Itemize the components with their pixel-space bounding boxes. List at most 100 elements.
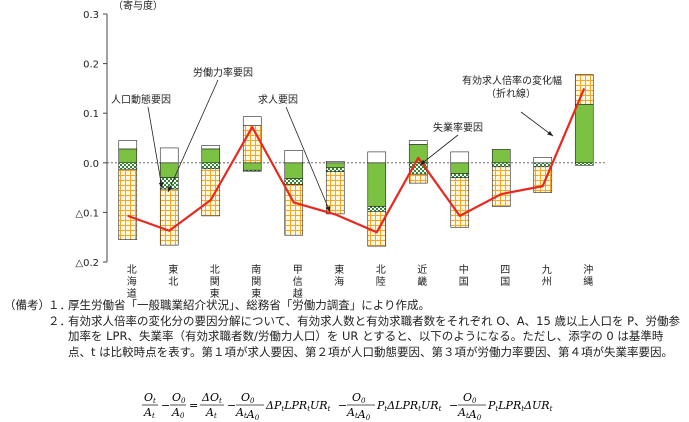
bar-segment — [325, 167, 345, 173]
note-number: ２． — [48, 313, 71, 328]
annotation-label: 人口動態要因 — [111, 93, 171, 106]
bar-segment — [491, 162, 511, 168]
x-tick-label: 北 — [210, 264, 220, 276]
y-axis-label: （寄与度） — [113, 0, 163, 12]
x-tick-label: 北 — [376, 264, 386, 276]
svg-text:−: − — [161, 399, 170, 412]
x-tick-label: 州 — [542, 276, 552, 288]
bar-segment — [284, 178, 304, 185]
y-tick-label: 0.3 — [83, 10, 99, 21]
note-number: １． — [48, 298, 71, 312]
bar-segment — [242, 116, 262, 126]
x-tick-label: 越 — [293, 287, 303, 298]
annotation-label: 労働力率要因 — [193, 66, 253, 79]
bar-segment — [450, 173, 470, 178]
annotation-arrow — [147, 106, 163, 189]
bar-segment — [201, 162, 221, 170]
annotation-arrowhead — [420, 159, 426, 165]
annotation-label: 求人要因 — [258, 94, 298, 106]
bar-segment — [159, 147, 179, 164]
bar-segment — [533, 162, 553, 168]
x-tick-label: 東 — [251, 287, 261, 298]
bar-segment — [201, 168, 221, 217]
bar-segment — [325, 161, 345, 164]
annotation-arrow — [285, 106, 331, 213]
annotation-arrowhead — [168, 186, 173, 192]
bar-segment — [242, 162, 262, 171]
x-tick-label: 甲 — [293, 265, 303, 276]
y-tick-label: 0.2 — [83, 60, 99, 71]
bar-segment — [574, 103, 594, 164]
bar-segment — [533, 157, 553, 164]
x-tick-label: 道 — [127, 287, 137, 298]
svg-text:ΔPtLPRtURt: ΔPtLPRtURt — [265, 399, 331, 413]
bar-segment — [450, 177, 470, 228]
bar-segment — [118, 168, 138, 240]
line-layer — [127, 87, 586, 234]
annotation-arrowhead — [325, 206, 331, 212]
annotation-label: 有効求人倍率の変化幅 — [462, 74, 562, 87]
bar-segment — [118, 140, 138, 150]
note-row-1: （備考） １． 厚生労働省「一般職業紹介状況」、総務省「労働力調査」により作成。 — [4, 298, 684, 314]
bar-segment — [242, 169, 262, 172]
x-tick-label: 南 — [251, 263, 261, 276]
svg-text:−: − — [338, 399, 347, 412]
y-tick-label: 0.1 — [83, 109, 99, 120]
note-text: 厚生労働省「一般職業紹介状況」、総務省「労働力調査」により作成。 — [68, 298, 431, 312]
axis-layer: 0.30.20.10.0△0.1△0.2（寄与度）北海道東北北関東南関東甲信越東… — [75, 0, 605, 298]
bar-segment — [284, 184, 304, 236]
y-tick-label: 0.0 — [83, 159, 99, 170]
bar-segment — [450, 162, 470, 175]
bar-segment — [408, 140, 428, 145]
x-tick-label: 四 — [500, 265, 510, 276]
bar-segment — [284, 150, 304, 164]
note-row-2: ２． 有効求人倍率の変化分の要因分解について、有効求人数と有効求職者数をそれぞれ… — [4, 314, 684, 361]
notes-head: （備考） — [4, 298, 50, 312]
x-tick-label: 北 — [127, 264, 137, 276]
x-tick-label: 中 — [459, 263, 469, 276]
annotation-arrow — [520, 111, 554, 137]
x-tick-label: 沖 — [583, 263, 593, 276]
bar-segment — [450, 151, 470, 164]
x-tick-label: 海 — [127, 275, 137, 288]
svg-text:O0: O0 — [241, 391, 255, 405]
x-tick-label: 北 — [168, 276, 178, 288]
svg-text:Ot: Ot — [144, 391, 156, 405]
bar-segment — [118, 148, 138, 164]
annotation-arrow — [419, 134, 459, 166]
x-tick-label: 東 — [168, 263, 178, 276]
bars-layer — [118, 74, 594, 247]
x-tick-label: 縄 — [583, 275, 593, 288]
annotation-label: 失業率要因 — [433, 121, 483, 134]
annotation-arrowhead — [158, 182, 164, 188]
x-tick-label: 東 — [334, 263, 344, 276]
decomposition-formula: Ot At − O0 A0 = ΔOt At − O0 AtA0 ΔPtLPRt… — [142, 391, 553, 420]
bar-segment — [574, 162, 594, 166]
bar-segment — [284, 162, 304, 179]
svg-text:O0: O0 — [352, 391, 366, 405]
svg-text:O0: O0 — [463, 391, 477, 405]
x-tick-label: 信 — [293, 276, 303, 288]
bar-segment — [242, 125, 262, 164]
change-line — [127, 87, 586, 234]
svg-text:AtA0: AtA0 — [235, 406, 260, 420]
bar-segment — [408, 173, 428, 184]
x-tick-label: 関 — [210, 276, 220, 288]
bar-segment — [491, 149, 511, 164]
annotation-arrow — [167, 79, 219, 193]
y-tick-label: △0.1 — [75, 208, 99, 219]
svg-text:PtLPRtΔURt: PtLPRtΔURt — [487, 399, 553, 413]
x-tick-label: 畿 — [417, 275, 427, 288]
y-tick-label: △0.2 — [75, 258, 99, 269]
bar-segment — [201, 148, 221, 164]
x-tick-label: 海 — [334, 275, 344, 288]
svg-text:AtA0: AtA0 — [457, 406, 482, 420]
x-tick-label: 九 — [542, 264, 552, 276]
bar-segment — [118, 162, 138, 170]
bar-segment — [367, 151, 387, 164]
x-tick-label: 国 — [459, 276, 469, 288]
svg-text:ΔOt: ΔOt — [201, 391, 222, 405]
note-text: 有効求人倍率の変化分の要因分解について、有効求人数と有効求職者数をそれぞれ O、… — [68, 313, 681, 359]
svg-text:At: At — [205, 406, 217, 420]
